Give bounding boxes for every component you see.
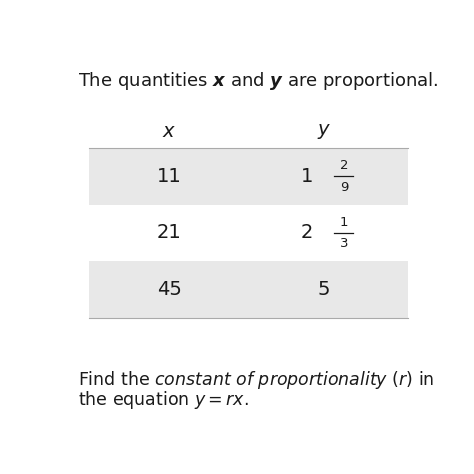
Text: the equation $y = rx$.: the equation $y = rx$. <box>78 389 248 411</box>
FancyBboxPatch shape <box>89 205 408 261</box>
Text: 1: 1 <box>340 216 348 228</box>
Text: 5: 5 <box>318 280 330 299</box>
Text: 3: 3 <box>340 237 348 250</box>
Text: $y$: $y$ <box>317 122 331 141</box>
Text: The quantities $\boldsymbol{x}$ and $\boldsymbol{y}$ are proportional.: The quantities $\boldsymbol{x}$ and $\bo… <box>78 70 438 91</box>
Text: 2: 2 <box>340 159 348 172</box>
Text: 9: 9 <box>340 181 348 194</box>
Text: 1: 1 <box>301 167 313 186</box>
Text: 2: 2 <box>301 223 313 243</box>
Text: 11: 11 <box>157 167 182 186</box>
Text: $x$: $x$ <box>163 122 176 141</box>
FancyBboxPatch shape <box>89 261 408 318</box>
FancyBboxPatch shape <box>89 115 408 148</box>
Text: 45: 45 <box>157 280 182 299</box>
Text: Find the $\mathbf{\it{constant\ of\ proportionality}}$ $(r)$ in: Find the $\mathbf{\it{constant\ of\ prop… <box>78 369 434 391</box>
FancyBboxPatch shape <box>89 148 408 205</box>
Text: 21: 21 <box>157 223 182 243</box>
